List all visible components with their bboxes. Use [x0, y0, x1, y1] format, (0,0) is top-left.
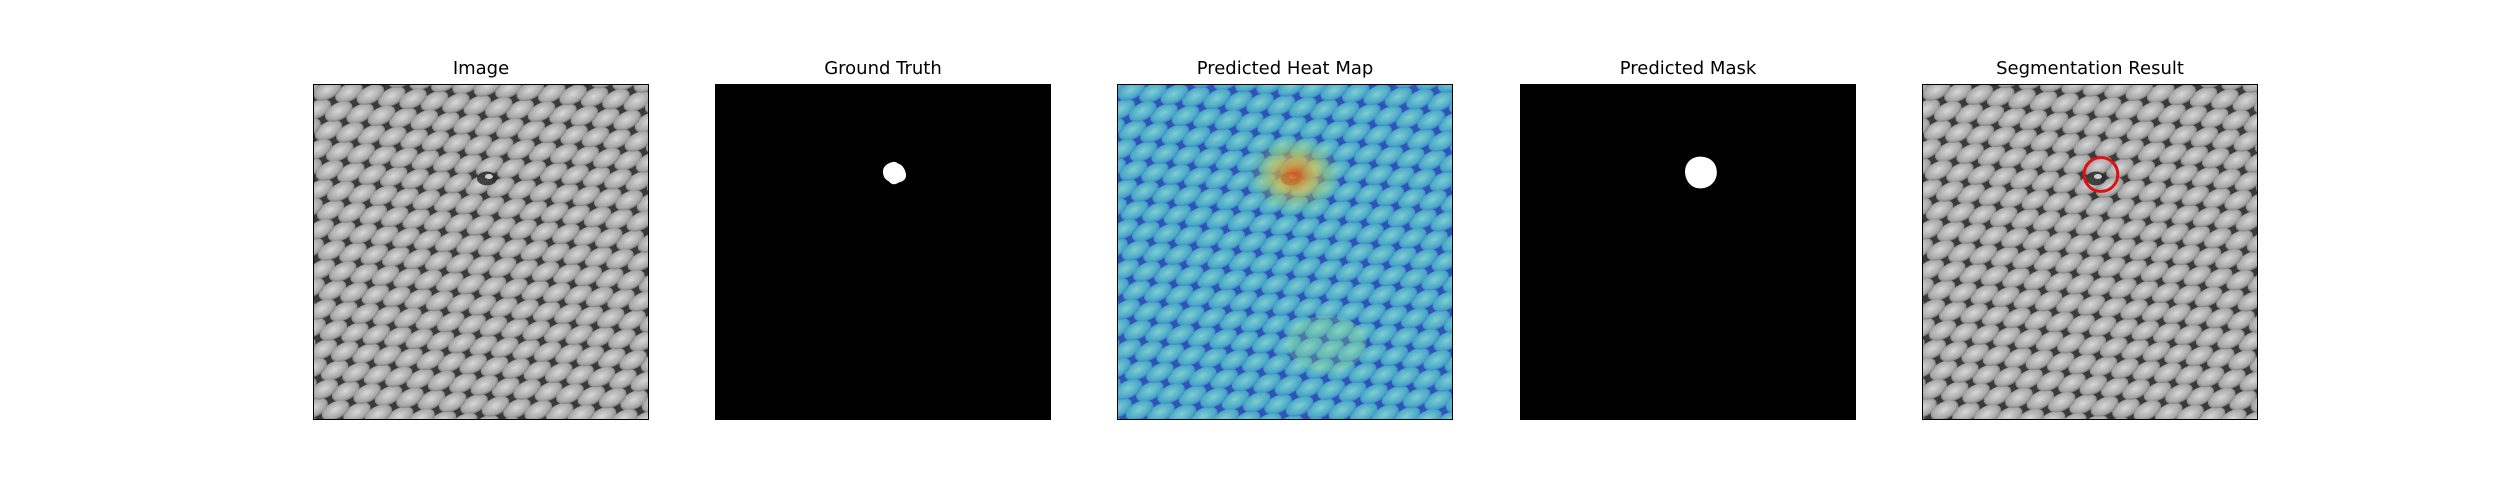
panel-image: Image: [313, 0, 649, 500]
panel-ground-truth: Ground Truth: [715, 0, 1051, 500]
ground-truth-frame: [715, 84, 1051, 420]
defect-blob: [883, 161, 907, 185]
image-frame: [313, 84, 649, 420]
heat-hotspot: [1247, 134, 1343, 215]
panel-segmentation: Segmentation Result: [1922, 0, 2258, 500]
panel-heatmap: Predicted Heat Map: [1117, 0, 1453, 500]
predicted-blob: [1685, 156, 1717, 189]
mask-frame: [1520, 84, 1856, 420]
panel-title: Predicted Mask: [1619, 58, 1757, 79]
predicted-mask: [1685, 156, 1717, 189]
heatmap-frame: [1117, 84, 1453, 420]
panel-title: Segmentation Result: [1996, 58, 2184, 79]
panel-title: Image: [452, 58, 510, 79]
panel-title: Predicted Heat Map: [1196, 58, 1374, 79]
mesh-texture: [314, 85, 648, 419]
segmentation-image: [1923, 85, 2257, 419]
heatmap-image: [1118, 85, 1452, 419]
segmentation-frame: [1922, 84, 2258, 420]
ground-truth-mask: [883, 161, 907, 185]
mesh-texture: [1923, 85, 2257, 419]
texture-image: [314, 85, 648, 419]
segmentation-outline: [2082, 156, 2120, 193]
panel-mask: Predicted Mask: [1520, 0, 1856, 500]
panel-title: Ground Truth: [824, 58, 942, 79]
